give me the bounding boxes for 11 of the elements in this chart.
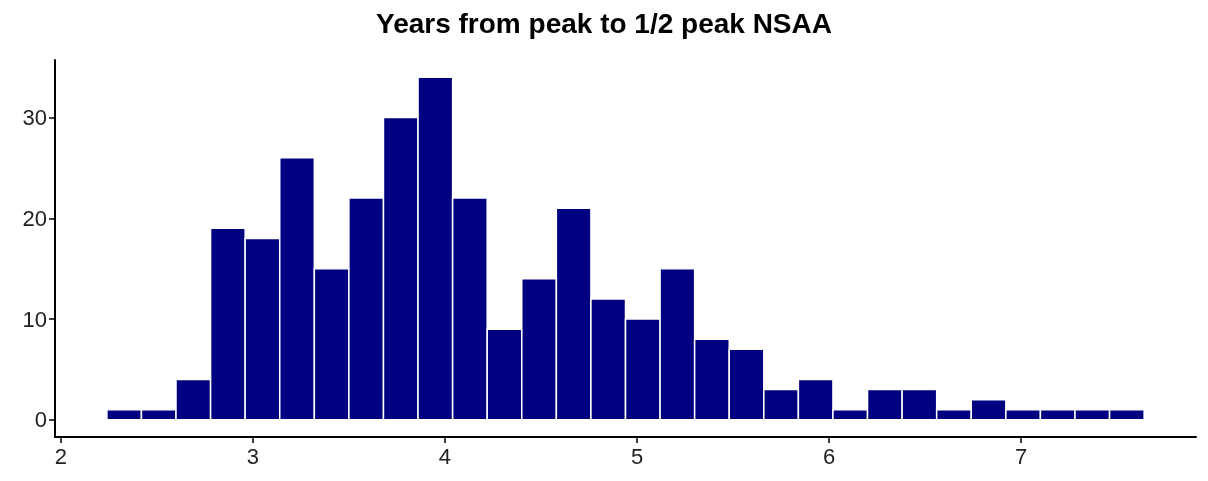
- chart-title: Years from peak to 1/2 peak NSAA: [376, 7, 832, 39]
- x-tick-label: 3: [246, 443, 259, 469]
- x-tick-label: 2: [54, 443, 67, 469]
- y-tick-label: 30: [22, 104, 47, 130]
- x-tick-label: 6: [822, 443, 836, 469]
- y-tick-label: 10: [22, 306, 47, 332]
- x-tick-label: 4: [438, 443, 452, 469]
- x-tick-label: 7: [1015, 443, 1028, 469]
- x-tick-label: 5: [630, 443, 644, 469]
- y-tick-label: 20: [22, 205, 47, 231]
- y-tick-label: 0: [34, 407, 47, 433]
